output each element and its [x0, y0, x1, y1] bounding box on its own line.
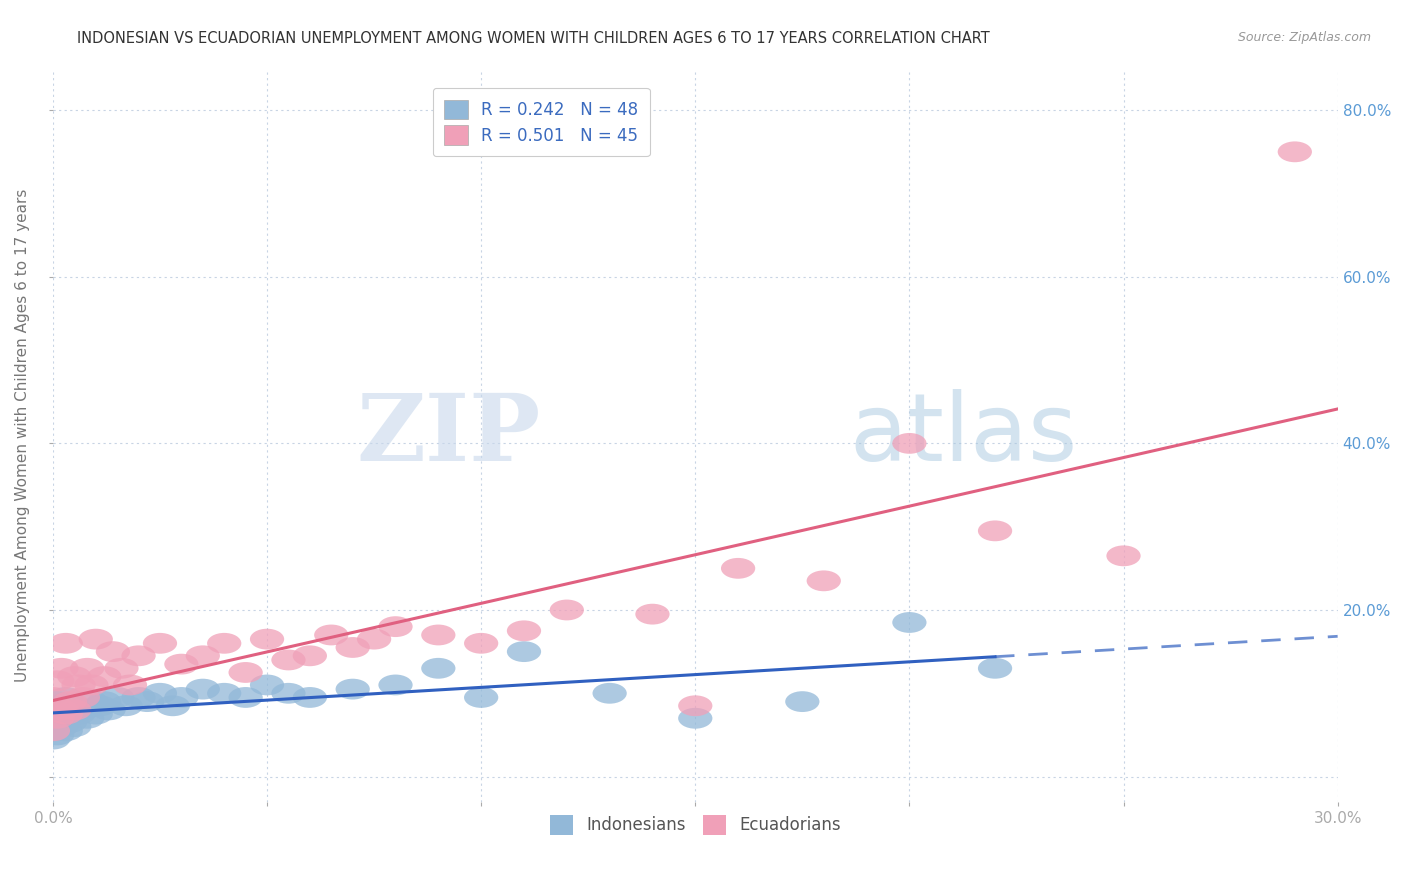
Ellipse shape — [58, 666, 91, 687]
Ellipse shape — [893, 612, 927, 633]
Text: INDONESIAN VS ECUADORIAN UNEMPLOYMENT AMONG WOMEN WITH CHILDREN AGES 6 TO 17 YEA: INDONESIAN VS ECUADORIAN UNEMPLOYMENT AM… — [77, 31, 990, 46]
Ellipse shape — [45, 699, 79, 721]
Ellipse shape — [121, 687, 156, 708]
Text: Source: ZipAtlas.com: Source: ZipAtlas.com — [1237, 31, 1371, 45]
Ellipse shape — [49, 687, 83, 708]
Ellipse shape — [87, 691, 121, 712]
Ellipse shape — [112, 674, 148, 696]
Text: ZIP: ZIP — [357, 390, 541, 480]
Ellipse shape — [39, 708, 75, 729]
Ellipse shape — [721, 558, 755, 579]
Ellipse shape — [336, 637, 370, 658]
Ellipse shape — [104, 658, 139, 679]
Ellipse shape — [35, 721, 70, 741]
Ellipse shape — [53, 699, 87, 721]
Ellipse shape — [678, 696, 713, 716]
Ellipse shape — [156, 696, 190, 716]
Ellipse shape — [49, 633, 83, 654]
Ellipse shape — [207, 683, 242, 704]
Ellipse shape — [58, 696, 91, 716]
Ellipse shape — [636, 604, 669, 624]
Ellipse shape — [1107, 545, 1140, 566]
Ellipse shape — [53, 712, 87, 733]
Ellipse shape — [143, 633, 177, 654]
Ellipse shape — [129, 691, 165, 712]
Ellipse shape — [592, 683, 627, 704]
Ellipse shape — [75, 691, 108, 712]
Ellipse shape — [87, 666, 121, 687]
Ellipse shape — [79, 629, 112, 649]
Ellipse shape — [165, 687, 198, 708]
Ellipse shape — [35, 721, 70, 741]
Ellipse shape — [39, 724, 75, 746]
Ellipse shape — [186, 679, 219, 699]
Ellipse shape — [893, 433, 927, 454]
Ellipse shape — [70, 658, 104, 679]
Ellipse shape — [1278, 142, 1312, 162]
Ellipse shape — [91, 699, 125, 721]
Ellipse shape — [979, 520, 1012, 541]
Ellipse shape — [979, 658, 1012, 679]
Ellipse shape — [35, 704, 70, 724]
Ellipse shape — [83, 696, 117, 716]
Legend: Indonesians, Ecuadorians: Indonesians, Ecuadorians — [540, 805, 851, 845]
Ellipse shape — [45, 658, 79, 679]
Ellipse shape — [165, 654, 198, 674]
Ellipse shape — [378, 616, 412, 637]
Ellipse shape — [550, 599, 583, 621]
Ellipse shape — [39, 671, 75, 691]
Ellipse shape — [143, 683, 177, 704]
Ellipse shape — [100, 687, 135, 708]
Ellipse shape — [807, 570, 841, 591]
Ellipse shape — [422, 658, 456, 679]
Ellipse shape — [39, 708, 75, 729]
Ellipse shape — [53, 691, 87, 712]
Ellipse shape — [250, 674, 284, 696]
Ellipse shape — [292, 646, 328, 666]
Ellipse shape — [186, 646, 219, 666]
Ellipse shape — [271, 683, 305, 704]
Ellipse shape — [336, 679, 370, 699]
Ellipse shape — [464, 687, 498, 708]
Ellipse shape — [49, 708, 83, 729]
Ellipse shape — [378, 674, 412, 696]
Ellipse shape — [39, 691, 75, 712]
Y-axis label: Unemployment Among Women with Children Ages 6 to 17 years: Unemployment Among Women with Children A… — [15, 188, 30, 681]
Ellipse shape — [785, 691, 820, 712]
Ellipse shape — [207, 633, 242, 654]
Ellipse shape — [49, 704, 83, 724]
Ellipse shape — [271, 649, 305, 671]
Ellipse shape — [49, 721, 83, 741]
Ellipse shape — [357, 629, 391, 649]
Ellipse shape — [229, 662, 263, 683]
Ellipse shape — [506, 641, 541, 662]
Ellipse shape — [292, 687, 328, 708]
Ellipse shape — [75, 674, 108, 696]
Ellipse shape — [66, 699, 100, 721]
Ellipse shape — [250, 629, 284, 649]
Ellipse shape — [35, 712, 70, 733]
Ellipse shape — [35, 687, 70, 708]
Ellipse shape — [62, 674, 96, 696]
Ellipse shape — [58, 716, 91, 737]
Ellipse shape — [678, 708, 713, 729]
Ellipse shape — [35, 696, 70, 716]
Ellipse shape — [422, 624, 456, 646]
Ellipse shape — [464, 633, 498, 654]
Ellipse shape — [70, 708, 104, 729]
Ellipse shape — [79, 704, 112, 724]
Ellipse shape — [45, 699, 79, 721]
Ellipse shape — [45, 716, 79, 737]
Ellipse shape — [121, 646, 156, 666]
Ellipse shape — [506, 621, 541, 641]
Ellipse shape — [108, 696, 143, 716]
Ellipse shape — [314, 624, 349, 646]
Ellipse shape — [96, 641, 129, 662]
Ellipse shape — [229, 687, 263, 708]
Text: atlas: atlas — [849, 389, 1077, 481]
Ellipse shape — [66, 687, 100, 708]
Ellipse shape — [35, 729, 70, 749]
Ellipse shape — [62, 704, 96, 724]
Ellipse shape — [58, 699, 91, 721]
